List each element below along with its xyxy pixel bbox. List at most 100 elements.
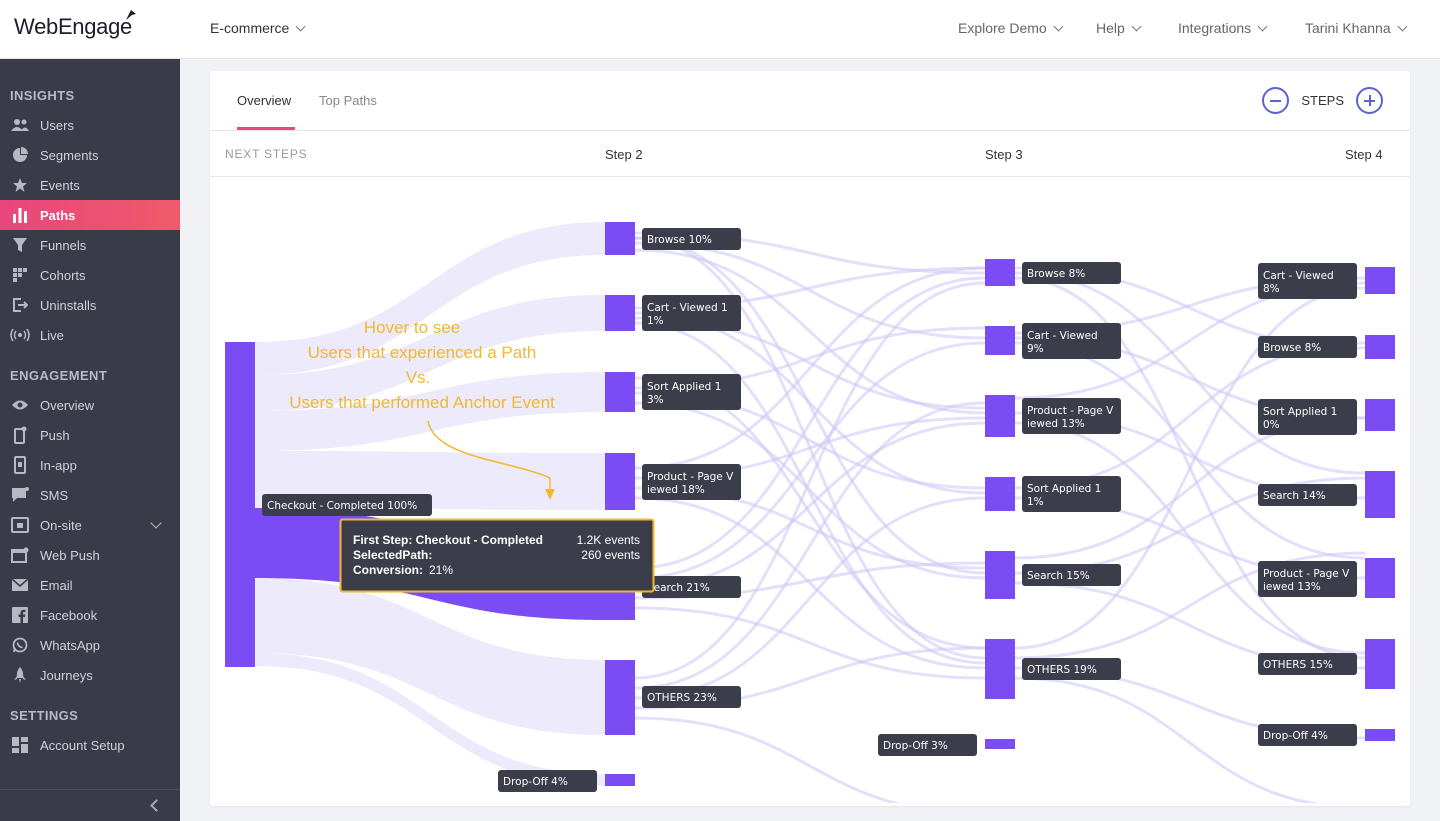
sidebar-item-live[interactable]: Live [0,320,180,350]
label-step2-sort-applied: Sort Applied 1 [647,381,721,393]
node-step2-drop-off[interactable] [605,774,635,786]
tooltip-first-step: First Step: Checkout - Completed [353,533,543,547]
node-step4-search[interactable] [1365,471,1395,518]
eye-icon [10,395,30,415]
tab-top-paths[interactable]: Top Paths [319,93,377,108]
sidebar-item-facebook[interactable]: Facebook [0,600,180,630]
tablet-icon [10,455,30,475]
add-step-button[interactable] [1356,87,1383,114]
collapse-sidebar-button[interactable] [0,789,180,821]
label-step2-cart-viewed-line2: 1% [647,315,664,327]
node-step3-others[interactable] [985,639,1015,699]
node-step2-product-page-viewed[interactable] [605,453,635,510]
node-step3-product-page-viewed[interactable] [985,395,1015,437]
step2-heading: Step 2 [605,147,643,162]
remove-step-button[interactable] [1262,87,1290,114]
sidebar-item-overview[interactable]: Overview [0,390,180,420]
step4-heading: Step 4 [1345,147,1383,162]
sidebar-item-label: Uninstalls [40,297,97,313]
label-step3-cart-viewed: Cart - Viewed [1027,330,1098,342]
chevron-down-icon [1053,21,1064,31]
node-labels: Checkout - Completed 100% Browse 10% Car… [262,228,1357,792]
bar-chart-icon [10,205,30,225]
chevron-down-icon[interactable] [150,517,162,529]
logo-bird-icon [126,10,136,20]
explore-demo-menu[interactable]: Explore Demo [958,20,1064,36]
label-step1-checkout: Checkout - Completed 100% [267,500,417,512]
node-step3-sort-applied[interactable] [985,477,1015,511]
label-step4-sort-applied: Sort Applied 1 [1263,406,1337,418]
node-step3-search[interactable] [985,551,1015,599]
sidebar-item-label: Events [40,177,80,193]
node-step3-drop-off[interactable] [985,739,1015,749]
label-step2-drop-off: Drop-Off 4% [503,776,568,788]
grid-icon [10,265,30,285]
label-step4-search: Search 14% [1263,490,1326,502]
sidebar-item-sms[interactable]: SMS [0,480,180,510]
facebook-icon [10,605,30,625]
sidebar-item-email[interactable]: Email [0,570,180,600]
node-step2-sort-applied[interactable] [605,372,635,412]
label-step2-others: OTHERS 23% [647,692,717,704]
exit-icon [10,295,30,315]
sidebar-item-users[interactable]: Users [0,110,180,140]
sidebar-item-events[interactable]: Events [0,170,180,200]
sidebar-item-in-app[interactable]: In-app [0,450,180,480]
annotation-line-2: Users that experienced a Path [308,343,537,362]
sidebar-item-paths[interactable]: Paths [0,200,180,230]
node-step2-browse[interactable] [605,222,635,255]
sidebar-item-account-setup[interactable]: Account Setup [0,730,180,760]
sidebar-item-journeys[interactable]: Journeys [0,660,180,690]
node-step4-product-page-viewed[interactable] [1365,558,1395,598]
funnel-icon [10,235,30,255]
label-step4-drop-off: Drop-Off 4% [1263,730,1328,742]
users-icon [10,115,30,135]
paths-card: Overview Top Paths STEPS NEXT STEPS Step… [210,71,1410,806]
sidebar-item-uninstalls[interactable]: Uninstalls [0,290,180,320]
user-menu[interactable]: Tarini Khanna [1305,20,1408,36]
sidebar-item-label: Funnels [40,237,87,253]
node-step4-others[interactable] [1365,639,1395,689]
sidebar-item-label: Account Setup [40,737,125,753]
webengage-logo[interactable]: WebEngage [14,10,136,40]
node-checkout-completed[interactable] [225,342,255,667]
integrations-menu[interactable]: Integrations [1178,20,1268,36]
annotation-line-1: Hover to see [364,318,460,337]
sidebar-item-funnels[interactable]: Funnels [0,230,180,260]
flows-step1-to-step2 [255,222,605,786]
chevron-down-icon [1131,21,1142,31]
path-tooltip: First Step: Checkout - Completed 1.2K ev… [339,518,655,593]
mail-icon [10,575,30,595]
sidebar-item-cohorts[interactable]: Cohorts [0,260,180,290]
node-step2-cart-viewed[interactable] [605,295,635,331]
node-step4-drop-off[interactable] [1365,729,1395,741]
steps-label: STEPS [1301,93,1344,108]
sidebar-item-web-push[interactable]: Web Push [0,540,180,570]
sidebar-item-segments[interactable]: Segments [0,140,180,170]
node-step4-cart-viewed[interactable] [1365,267,1395,294]
node-step4-sort-applied[interactable] [1365,399,1395,431]
tab-overview[interactable]: Overview [237,93,292,108]
whatsapp-icon [10,635,30,655]
sidebar: INSIGHTS Users Segments Events Paths Fun… [0,59,180,821]
node-step4-browse[interactable] [1365,335,1395,359]
chevron-down-icon [295,21,306,31]
step3-nodes [985,259,1015,749]
sidebar-item-label: Cohorts [40,267,86,283]
sidebar-item-label: Email [40,577,73,593]
sidebar-item-label: On-site [40,517,82,533]
node-step3-cart-viewed[interactable] [985,326,1015,355]
node-step2-others[interactable] [605,660,635,735]
sidebar-item-whatsapp[interactable]: WhatsApp [0,630,180,660]
sidebar-item-label: Web Push [40,547,100,563]
node-step3-browse[interactable] [985,259,1015,286]
help-menu[interactable]: Help [1096,20,1142,36]
label-step3-drop-off: Drop-Off 3% [883,740,948,752]
project-selector[interactable]: E-commerce [210,20,306,36]
chat-icon [10,485,30,505]
browser-icon [10,545,30,565]
sidebar-item-on-site[interactable]: On-site [0,510,180,540]
sidebar-item-push[interactable]: Push [0,420,180,450]
user-name: Tarini Khanna [1305,20,1391,36]
label-step4-browse: Browse 8% [1263,342,1321,354]
